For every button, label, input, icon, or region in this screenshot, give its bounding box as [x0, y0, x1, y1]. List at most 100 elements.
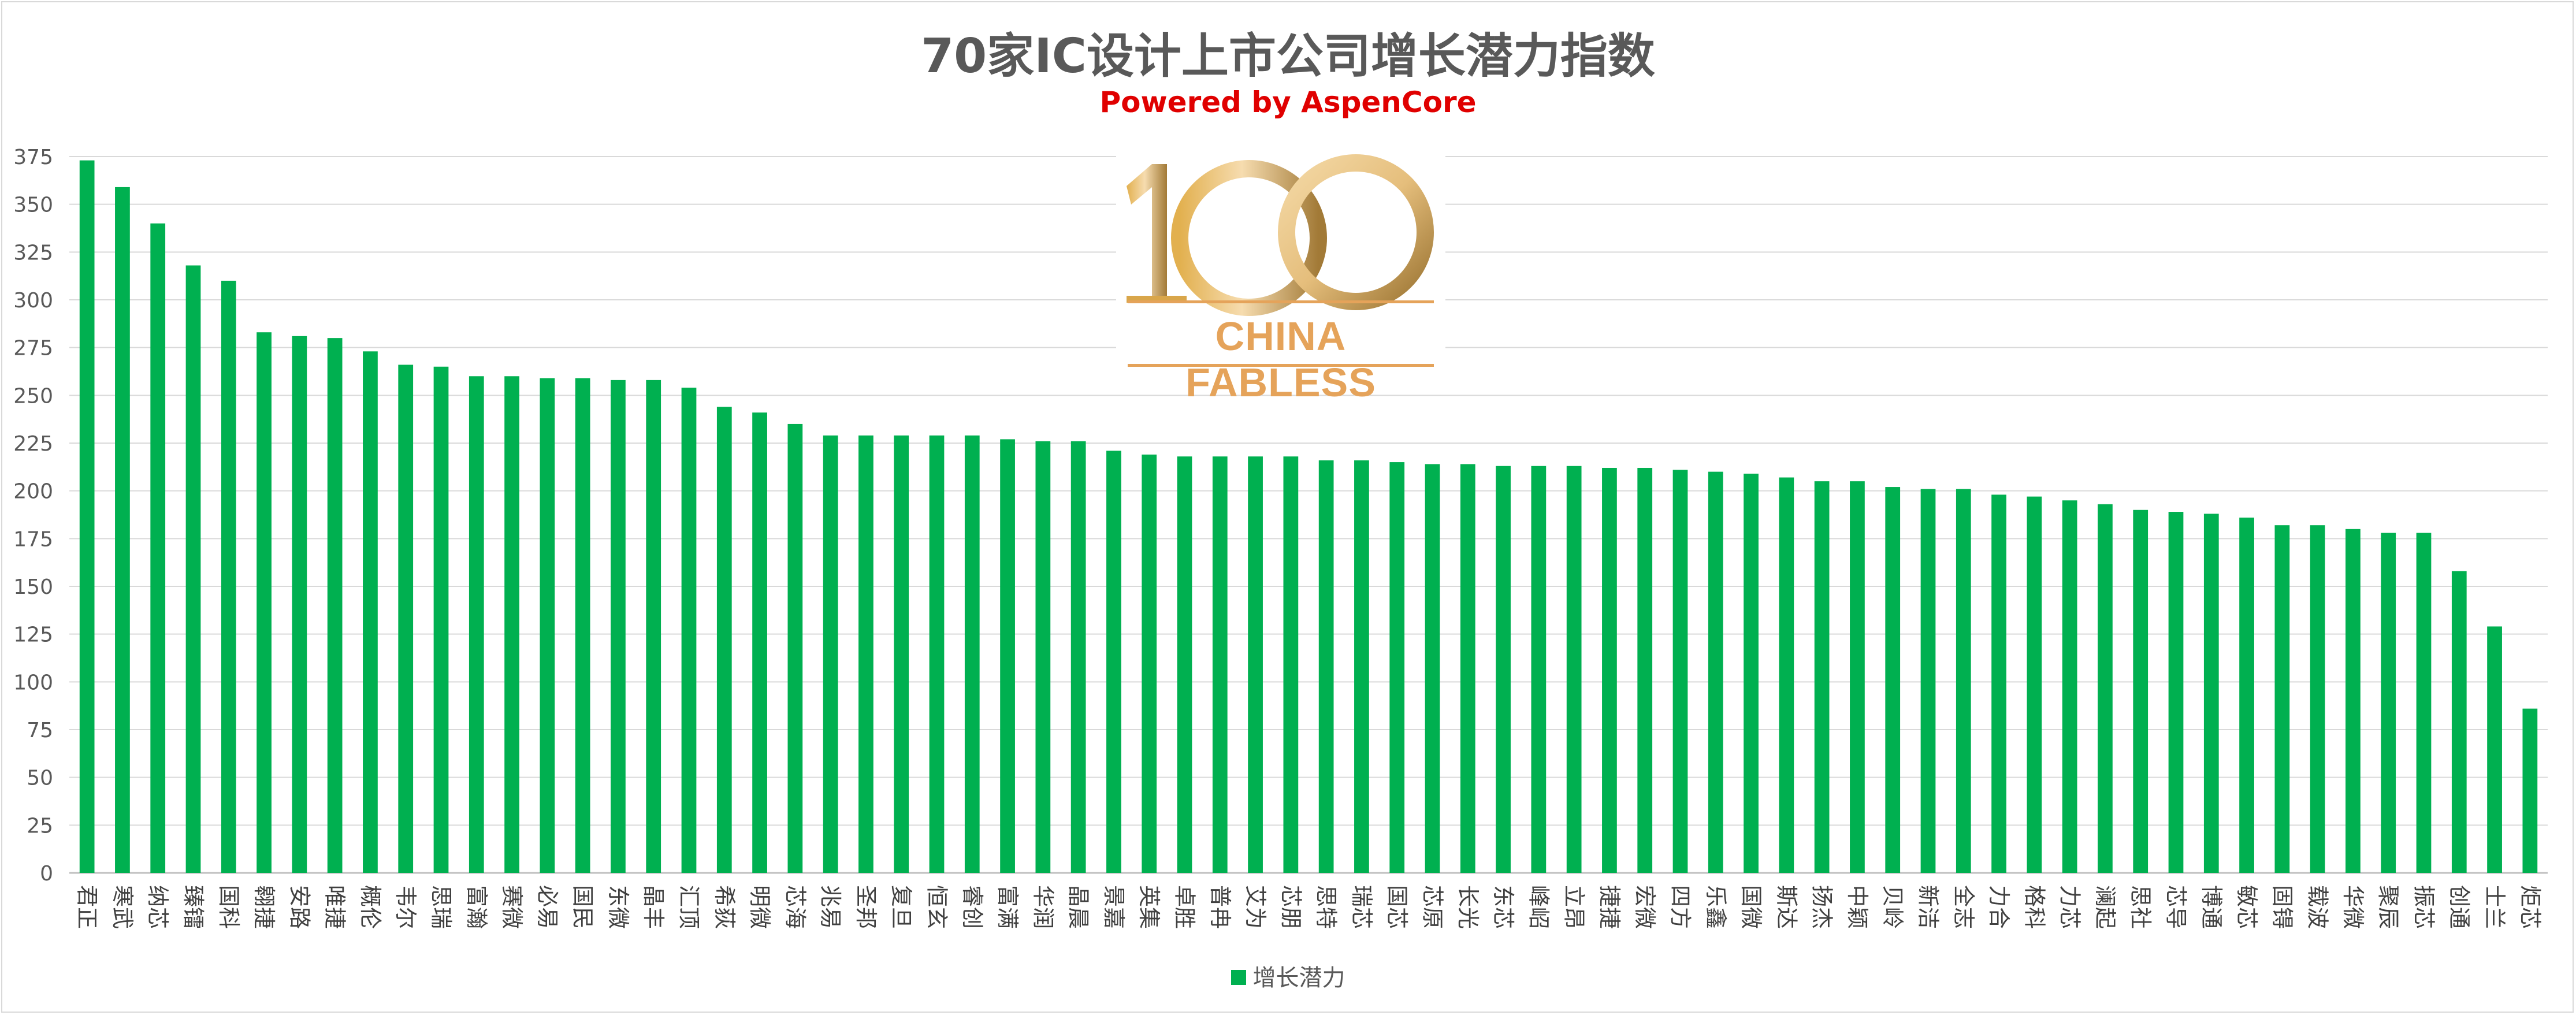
x-tick-label: 芯海: [782, 885, 808, 929]
x-tick-label: 澜起: [2092, 885, 2118, 929]
bar: [2098, 504, 2113, 873]
x-tick-label: 富瀚: [464, 885, 489, 929]
x-tick-label: 恒玄: [924, 885, 950, 929]
bar: [1000, 439, 1015, 873]
x-tick-label: 赛微: [499, 885, 525, 929]
x-tick-label: 乐鑫: [1703, 885, 1729, 929]
x-tick-label: 晶丰: [641, 885, 666, 929]
bar: [716, 407, 732, 873]
bar: [221, 280, 236, 873]
bar: [1354, 460, 1369, 873]
bar: [115, 187, 130, 873]
x-tick-label: 长光: [1455, 885, 1481, 929]
y-tick-label: 350: [13, 194, 53, 217]
bar: [1142, 454, 1157, 873]
x-tick-label: 力合: [1986, 885, 2012, 929]
bar: [1070, 441, 1086, 873]
y-tick-label: 125: [13, 623, 53, 647]
logo-text: CHINA FABLESS: [1185, 314, 1376, 405]
x-tick-label: 敏芯: [2234, 885, 2259, 929]
bar: [752, 412, 767, 873]
bar: [2027, 496, 2042, 873]
x-tick-label: 思特: [1314, 885, 1339, 929]
bar: [1850, 481, 1865, 873]
bar: [1177, 456, 1192, 873]
bar: [292, 336, 307, 873]
y-tick-label: 325: [13, 241, 53, 265]
x-tick-label: 概伦: [358, 885, 383, 929]
bar: [2239, 517, 2254, 873]
bar: [2133, 510, 2148, 873]
x-tick-label: 卓胜: [1172, 885, 1198, 929]
x-tick-label: 兆易: [818, 885, 843, 929]
bar: [1389, 462, 1405, 873]
logo-bottom-rule: [1128, 364, 1434, 367]
x-tick-label: 斯达: [1774, 885, 1799, 929]
y-tick-label: 0: [40, 862, 53, 886]
chart-subtitle: Powered by AspenCore: [1099, 85, 1477, 119]
bar: [185, 265, 201, 873]
x-tick-label: 全志: [1951, 885, 1976, 929]
y-tick-label: 300: [13, 289, 53, 313]
y-tick-label: 50: [27, 767, 53, 790]
x-axis-ticks: 君正 寒武 纳芯 臻镭 国科 翱捷 安路 唯捷 概伦 韦尔 思瑞 富瀚 赛微 必易 国民 东微 晶丰 汇顶 希荻 明微…: [75, 885, 2543, 929]
x-tick-label: 固锝: [2269, 885, 2295, 929]
x-tick-label: 晶晨: [1066, 885, 1091, 929]
x-tick-label: 英集: [1136, 885, 1162, 929]
bar: [398, 365, 414, 873]
bar: [1779, 477, 1794, 873]
x-tick-label: 希荻: [712, 885, 737, 929]
x-tick-label: 瑞芯: [1349, 885, 1374, 929]
x-tick-label: 芯原: [1420, 885, 1445, 929]
bar: [1318, 460, 1334, 873]
bar: [1920, 489, 1936, 873]
bar: [1602, 467, 1617, 873]
bar: [1212, 456, 1228, 873]
x-tick-label: 国微: [1738, 885, 1764, 929]
x-tick-label: 思社: [2128, 885, 2153, 929]
bar: [1283, 456, 1299, 873]
bar: [1566, 466, 1582, 873]
x-tick-label: 振芯: [2411, 885, 2437, 929]
bar: [681, 388, 697, 873]
bar: [2310, 525, 2325, 873]
x-tick-label: 华微: [2340, 885, 2366, 929]
chart-title: 70家IC设计上市公司增长潜力指数: [921, 29, 1655, 84]
bar: [2451, 571, 2467, 873]
bar: [823, 435, 838, 873]
x-tick-label: 聚辰: [2376, 885, 2401, 929]
x-tick-label: 创通: [2447, 885, 2472, 929]
bar: [150, 223, 166, 873]
y-tick-label: 275: [13, 337, 53, 360]
bar: [327, 338, 343, 873]
bar: [1672, 470, 1688, 873]
bar: [646, 380, 661, 873]
x-tick-label: 唯捷: [322, 885, 348, 929]
legend-swatch: [1231, 970, 1246, 985]
bar: [433, 366, 449, 873]
bar: [2203, 514, 2219, 873]
bar: [1248, 456, 1263, 873]
x-tick-label: 士兰: [2482, 885, 2507, 929]
bar: [1991, 495, 2006, 873]
x-tick-label: 峰岹: [1526, 885, 1551, 929]
bar: [1885, 487, 1901, 873]
x-tick-label: 寒武: [110, 885, 135, 929]
bar: [929, 435, 945, 873]
legend-label: 增长潜力: [1252, 965, 1345, 991]
x-tick-label: 韦尔: [393, 885, 418, 929]
bar: [858, 435, 873, 873]
x-tick-label: 汇顶: [676, 885, 702, 929]
x-tick-label: 国民: [570, 885, 596, 929]
bar: [1460, 464, 1475, 873]
bar: [1531, 466, 1547, 873]
x-tick-label: 东微: [605, 885, 631, 929]
bar: [2062, 500, 2077, 873]
bar: [2345, 529, 2361, 873]
x-tick-label: 芯朋: [1278, 885, 1303, 929]
y-tick-label: 175: [13, 527, 53, 551]
x-tick-label: 宏微: [1632, 885, 1657, 929]
x-tick-label: 普冉: [1207, 885, 1233, 929]
bar: [1956, 489, 1971, 873]
